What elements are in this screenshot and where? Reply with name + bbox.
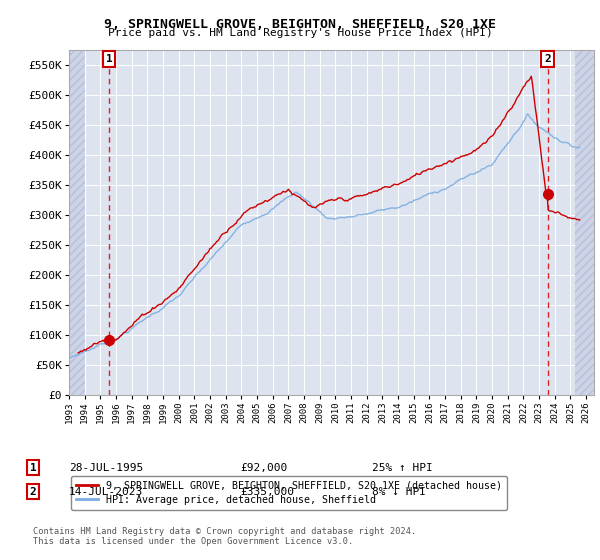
Text: 1: 1 (106, 54, 113, 64)
Text: 28-JUL-1995: 28-JUL-1995 (69, 463, 143, 473)
Text: Price paid vs. HM Land Registry's House Price Index (HPI): Price paid vs. HM Land Registry's House … (107, 28, 493, 38)
Bar (69, 50, 85, 395)
Bar (575, 50, 594, 395)
Text: £92,000: £92,000 (240, 463, 287, 473)
Text: 8% ↓ HPI: 8% ↓ HPI (372, 487, 426, 497)
Text: £335,000: £335,000 (240, 487, 294, 497)
Text: 9, SPRINGWELL GROVE, BEIGHTON, SHEFFIELD, S20 1XE: 9, SPRINGWELL GROVE, BEIGHTON, SHEFFIELD… (104, 18, 496, 31)
Text: 14-JUL-2023: 14-JUL-2023 (69, 487, 143, 497)
Legend: 9, SPRINGWELL GROVE, BEIGHTON, SHEFFIELD, S20 1XE (detached house), HPI: Average: 9, SPRINGWELL GROVE, BEIGHTON, SHEFFIELD… (71, 475, 508, 510)
Text: 2: 2 (29, 487, 37, 497)
Text: Contains HM Land Registry data © Crown copyright and database right 2024.
This d: Contains HM Land Registry data © Crown c… (33, 526, 416, 546)
Text: 2: 2 (544, 54, 551, 64)
Text: 1: 1 (29, 463, 37, 473)
Text: 25% ↑ HPI: 25% ↑ HPI (372, 463, 433, 473)
